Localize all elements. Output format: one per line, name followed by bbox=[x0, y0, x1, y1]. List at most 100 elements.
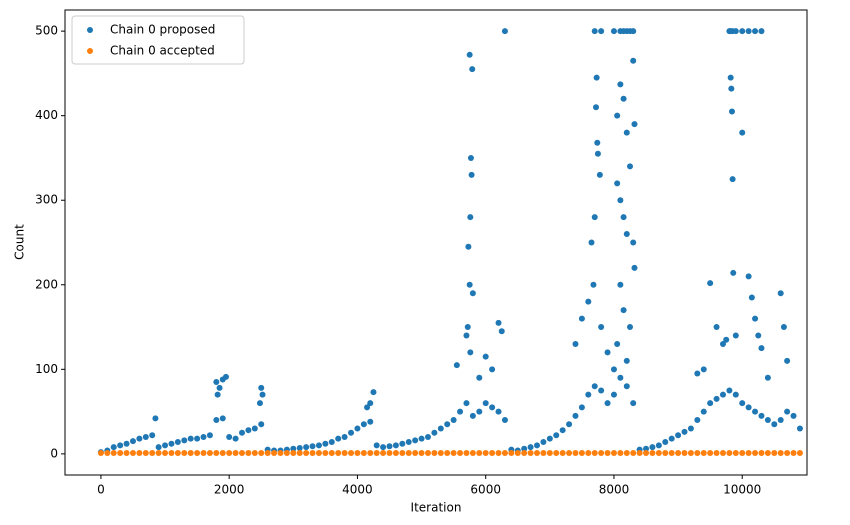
point bbox=[251, 425, 258, 432]
point bbox=[700, 408, 707, 415]
point bbox=[604, 400, 611, 407]
point bbox=[168, 450, 175, 457]
point bbox=[466, 51, 473, 58]
point bbox=[467, 349, 474, 356]
point bbox=[123, 440, 130, 447]
point bbox=[256, 400, 263, 407]
point bbox=[392, 442, 399, 449]
x-tick-label: 0 bbox=[97, 483, 105, 497]
point bbox=[463, 332, 470, 339]
point bbox=[694, 417, 701, 424]
point bbox=[392, 450, 399, 457]
point bbox=[386, 443, 393, 450]
point bbox=[777, 450, 784, 457]
point bbox=[123, 450, 130, 457]
y-tick-label: 200 bbox=[35, 277, 58, 291]
point bbox=[364, 404, 371, 411]
point bbox=[206, 432, 213, 439]
point bbox=[463, 450, 470, 457]
point bbox=[739, 28, 746, 35]
point bbox=[594, 150, 601, 157]
point bbox=[713, 395, 720, 402]
point bbox=[790, 450, 797, 457]
point bbox=[540, 439, 547, 446]
point bbox=[572, 412, 579, 419]
point bbox=[559, 450, 566, 457]
point bbox=[739, 129, 746, 136]
point bbox=[495, 408, 502, 415]
point bbox=[469, 450, 476, 457]
point bbox=[450, 450, 457, 457]
point bbox=[367, 450, 374, 457]
point bbox=[117, 450, 124, 457]
point bbox=[546, 450, 553, 457]
point bbox=[687, 450, 694, 457]
point bbox=[777, 290, 784, 297]
point bbox=[610, 366, 617, 373]
point bbox=[187, 450, 194, 457]
point bbox=[315, 450, 322, 457]
point bbox=[258, 421, 265, 428]
x-tick-label: 2000 bbox=[214, 483, 245, 497]
point bbox=[732, 28, 739, 35]
point bbox=[630, 450, 637, 457]
point bbox=[796, 450, 803, 457]
point bbox=[730, 269, 737, 276]
point bbox=[546, 435, 553, 442]
point bbox=[590, 281, 597, 288]
point bbox=[729, 176, 736, 183]
point bbox=[593, 74, 600, 81]
point bbox=[643, 450, 650, 457]
point bbox=[226, 433, 233, 440]
point bbox=[591, 28, 598, 35]
point bbox=[245, 450, 252, 457]
point bbox=[585, 298, 592, 305]
point bbox=[620, 95, 627, 102]
point bbox=[476, 450, 483, 457]
point bbox=[764, 374, 771, 381]
point bbox=[206, 450, 213, 457]
point bbox=[764, 417, 771, 424]
point bbox=[713, 324, 720, 331]
point bbox=[508, 450, 515, 457]
point bbox=[707, 400, 714, 407]
point bbox=[723, 336, 730, 343]
point bbox=[598, 324, 605, 331]
point bbox=[707, 280, 714, 287]
point bbox=[617, 197, 624, 204]
point bbox=[110, 450, 117, 457]
point bbox=[142, 433, 149, 440]
point bbox=[501, 28, 508, 35]
point bbox=[623, 357, 630, 364]
point bbox=[668, 450, 675, 457]
point bbox=[713, 450, 720, 457]
point bbox=[604, 349, 611, 356]
point bbox=[675, 432, 682, 439]
point bbox=[322, 450, 329, 457]
point bbox=[752, 450, 759, 457]
point bbox=[354, 450, 361, 457]
point bbox=[489, 366, 496, 373]
point bbox=[405, 439, 412, 446]
point bbox=[162, 450, 169, 457]
point bbox=[630, 57, 637, 64]
legend-label: Chain 0 accepted bbox=[110, 44, 215, 58]
point bbox=[594, 139, 601, 146]
point bbox=[495, 319, 502, 326]
point bbox=[745, 404, 752, 411]
point bbox=[617, 374, 624, 381]
point bbox=[694, 370, 701, 377]
point bbox=[514, 450, 521, 457]
point bbox=[591, 214, 598, 221]
point bbox=[181, 437, 188, 444]
point bbox=[780, 324, 787, 331]
point bbox=[578, 450, 585, 457]
point bbox=[290, 450, 297, 457]
point bbox=[636, 450, 643, 457]
y-tick-label: 100 bbox=[35, 362, 58, 376]
point bbox=[521, 450, 528, 457]
point bbox=[498, 328, 505, 335]
point bbox=[277, 450, 284, 457]
point bbox=[566, 421, 573, 428]
point bbox=[553, 450, 560, 457]
